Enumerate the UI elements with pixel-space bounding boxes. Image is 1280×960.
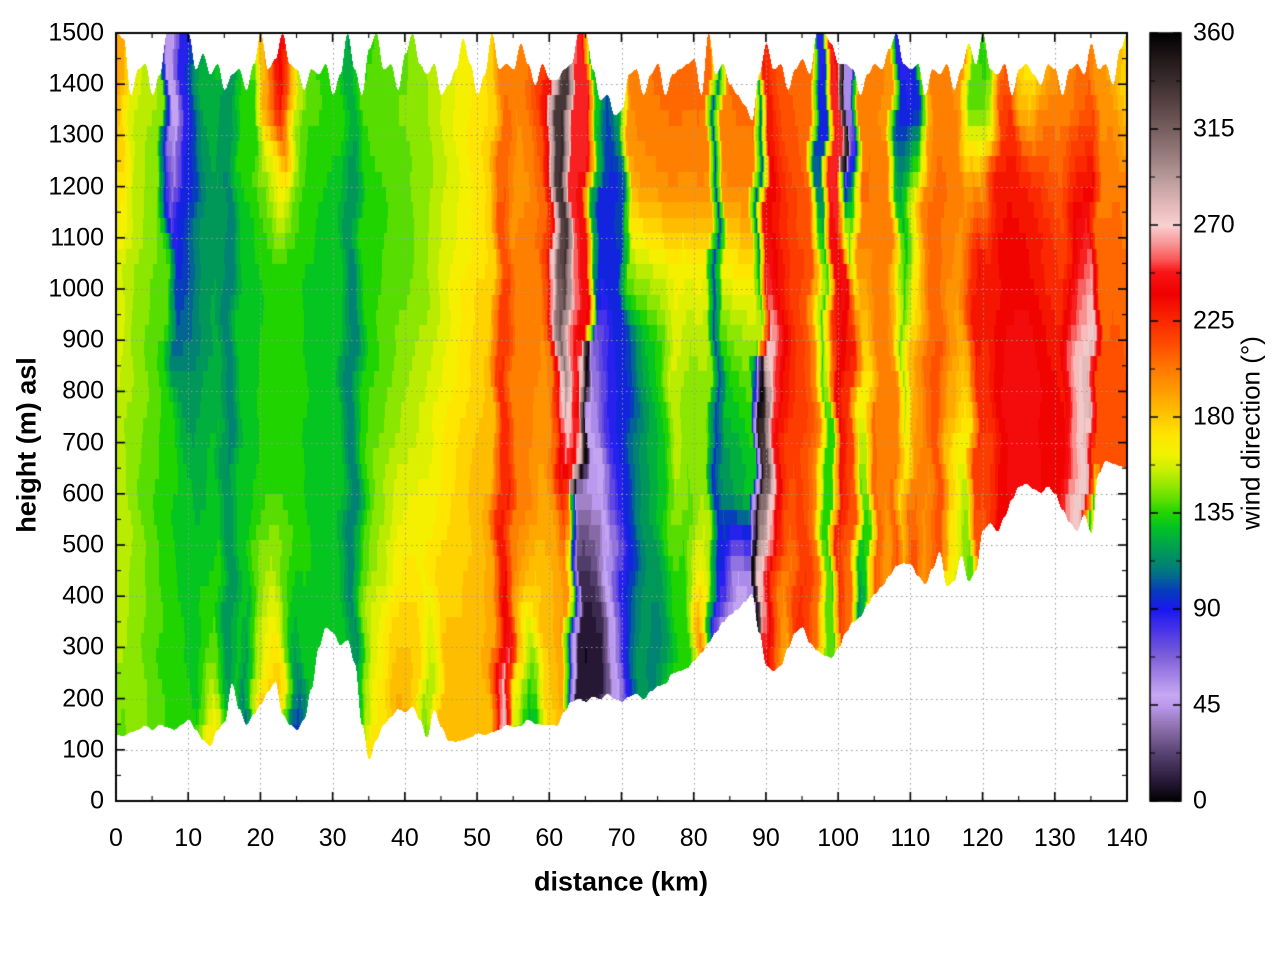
y-tick-label: 200 [62,684,104,713]
colorbar-tick-label: 360 [1193,18,1235,47]
x-tick-label: 30 [318,824,347,852]
y-tick-label: 400 [62,581,104,610]
y-tick-label: 1100 [50,223,104,252]
x-tick-label: 0 [109,824,123,852]
x-tick-label: 50 [463,824,491,852]
x-tick-label: 80 [679,824,708,852]
colorbar-tick-label: 90 [1193,594,1221,623]
y-tick-label: 300 [62,632,104,661]
x-tick-label: 100 [817,824,859,852]
y-tick-label: 1500 [48,18,104,47]
x-tick-label: 110 [890,824,931,852]
colorbar-tick-label: 135 [1193,498,1235,527]
y-tick-label: 1200 [48,172,104,201]
x-tick-label: 140 [1106,824,1148,852]
y-tick-label: 100 [62,735,104,764]
x-tick-label: 10 [174,824,203,852]
colorbar-tick-label: 45 [1193,690,1221,719]
y-tick-label: 0 [90,786,104,815]
y-tick-label: 1400 [48,69,104,98]
colorbar-tick-label: 180 [1193,402,1235,431]
x-tick-label: 70 [607,824,636,852]
x-axis-title: distance (km) [533,866,709,897]
y-tick-label: 1000 [48,274,104,303]
colorbar-tick-label: 225 [1193,306,1235,335]
y-tick-label: 1300 [48,120,104,149]
x-tick-label: 20 [246,824,275,852]
x-tick-label: 60 [535,824,564,852]
y-tick-label: 800 [62,376,104,405]
colorbar-tick-label: 0 [1193,786,1207,815]
y-tick-label: 500 [62,530,104,559]
x-tick-label: 130 [1033,824,1076,852]
colorbar-tick-label: 315 [1193,114,1235,143]
colorbar-tick-label: 270 [1193,210,1235,239]
x-tick-label: 120 [961,824,1004,852]
x-tick-label: 90 [752,824,780,852]
y-tick-label: 700 [62,428,104,457]
y-tick-label: 600 [62,479,104,508]
y-tick-label: 900 [62,325,104,354]
x-tick-label: 40 [390,824,419,852]
